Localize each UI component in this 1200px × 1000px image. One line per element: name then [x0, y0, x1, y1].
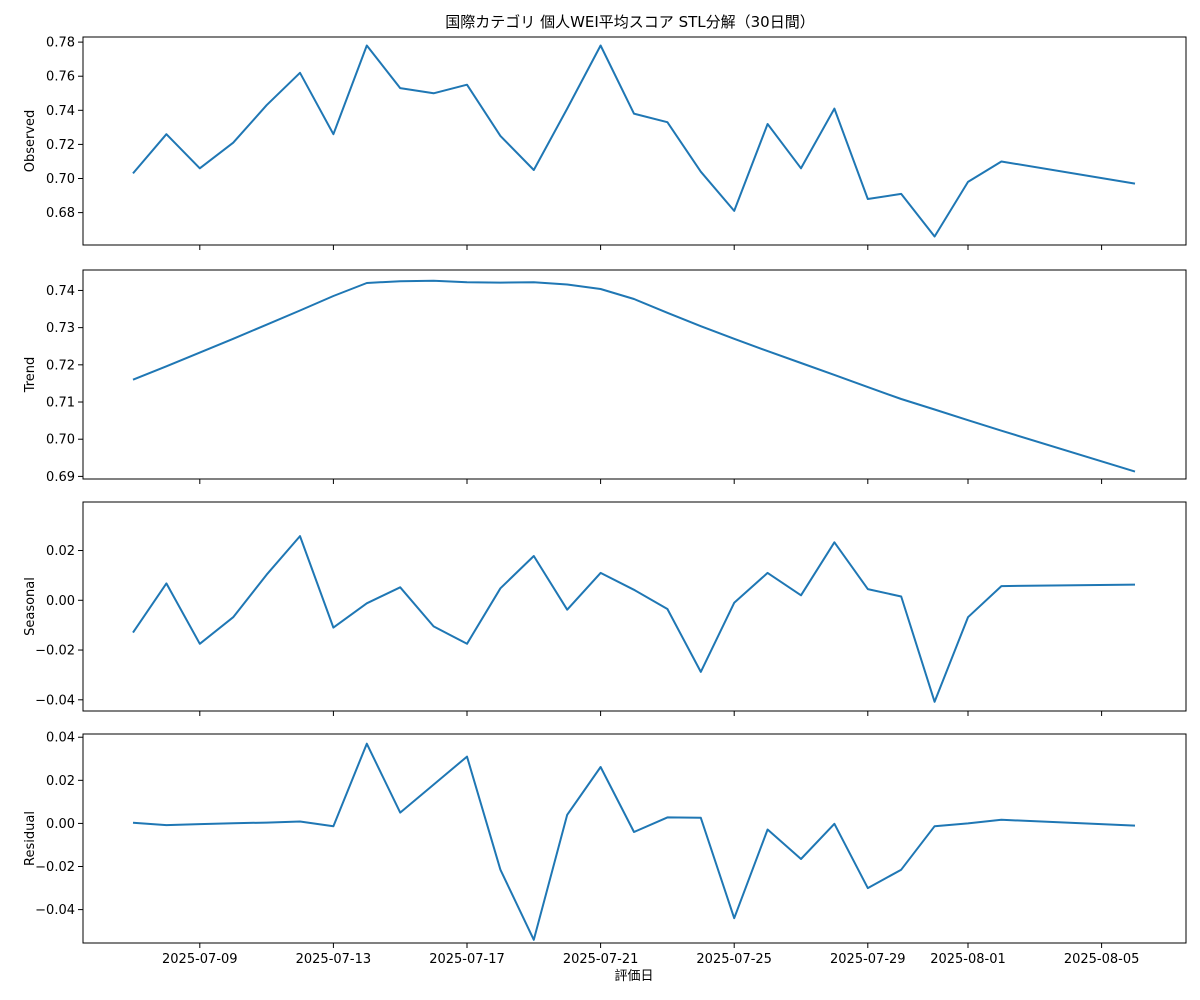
- y-tick-label: −0.04: [35, 693, 75, 708]
- y-tick-label: 0.00: [46, 594, 75, 609]
- y-tick-label: 0.74: [46, 284, 75, 299]
- observed-series-line: [132, 44, 1136, 238]
- y-tick-label: 0.72: [46, 358, 75, 373]
- x-tick-label: 2025-07-21: [563, 952, 639, 967]
- y-tick-label: 0.00: [46, 817, 75, 832]
- y-tick-label: 0.74: [46, 104, 75, 119]
- y-tick-label: 0.69: [46, 470, 75, 485]
- x-tick-label: 2025-08-05: [1064, 952, 1140, 967]
- y-tick-label: 0.02: [46, 774, 75, 789]
- x-tick-label: 2025-07-13: [296, 952, 372, 967]
- y-tick-label: 0.72: [46, 138, 75, 153]
- trend-y-axis-label: Trend: [23, 357, 38, 394]
- panel-trend: 0.69 0.70 0.71 0.72 0.73 0.74 Trend: [23, 269, 1187, 485]
- seasonal-axes-frame: [82, 501, 1187, 712]
- x-tick-label: 2025-07-25: [696, 952, 772, 967]
- x-tick-label: 2025-07-29: [830, 952, 906, 967]
- y-tick-label: 0.78: [46, 36, 75, 51]
- seasonal-y-axis-label: Seasonal: [23, 577, 38, 636]
- y-tick-label: 0.70: [46, 433, 75, 448]
- chart-title: 国際カテゴリ 個人WEI平均スコア STL分解（30日間）: [445, 13, 814, 31]
- seasonal-series-line: [132, 535, 1136, 703]
- panels: 0.68 0.70 0.72 0.74 0.76 0.78 Observed 0.69 0.70…: [23, 36, 1187, 967]
- y-tick-label: 0.71: [46, 396, 75, 411]
- observed-axes-frame: [82, 36, 1187, 246]
- trend-series-line: [132, 279, 1136, 473]
- x-axis-label: 評価日: [614, 969, 653, 984]
- x-tick-label: 2025-07-09: [162, 952, 238, 967]
- x-tick-label: 2025-08-01: [930, 952, 1006, 967]
- y-tick-label: 0.68: [46, 206, 75, 221]
- residual-y-axis-label: Residual: [23, 811, 38, 866]
- y-tick-label: 0.70: [46, 172, 75, 187]
- y-tick-label: 0.02: [46, 544, 75, 559]
- residual-series-line: [132, 742, 1136, 941]
- panel-residual: −0.04 −0.02 0.00 0.02 0.04 2025-07-09 2025-07-…: [23, 731, 1187, 967]
- residual-axes-frame: [82, 733, 1187, 944]
- y-tick-label: 0.73: [46, 321, 75, 336]
- panel-seasonal: −0.04 −0.02 0.00 0.02 Seasonal: [23, 501, 1187, 716]
- y-tick-label: −0.02: [35, 860, 75, 875]
- x-tick-label: 2025-07-17: [429, 952, 505, 967]
- trend-axes-frame: [82, 269, 1187, 480]
- y-tick-label: 0.04: [46, 731, 75, 746]
- panel-observed: 0.68 0.70 0.72 0.74 0.76 0.78 Observed: [23, 36, 1187, 250]
- y-tick-label: −0.04: [35, 903, 75, 918]
- y-tick-label: 0.76: [46, 70, 75, 85]
- y-tick-label: −0.02: [35, 644, 75, 659]
- observed-y-axis-label: Observed: [23, 110, 38, 173]
